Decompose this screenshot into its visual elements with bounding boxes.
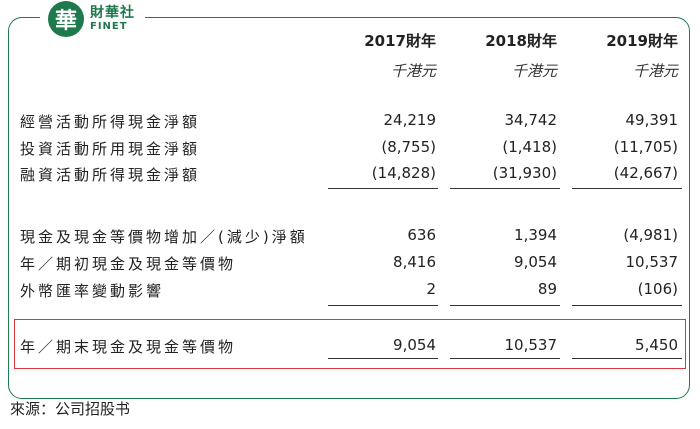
row-value-2017: 9,054: [393, 336, 436, 354]
ending-balance-highlight: [14, 319, 686, 369]
row-value-2017: 24,219: [383, 111, 437, 129]
subtotal-rule-2018: [450, 188, 560, 189]
row-label: 融資活動所得現金淨額: [20, 166, 201, 184]
subtotal-rule-2019: [572, 305, 682, 306]
row-label: 年／期初現金及現金等價物: [20, 255, 237, 273]
subtotal-rule-2017: [328, 188, 438, 189]
table-frame: [8, 17, 690, 399]
subtotal-rule-2017: [328, 305, 438, 306]
row-label: 投資活動所用現金淨額: [20, 140, 201, 158]
row-value-2017: 2: [426, 280, 436, 298]
row-value-2019: (42,667): [613, 164, 678, 182]
row-label: 年／期末現金及現金等價物: [20, 338, 237, 356]
table-row: 投資活動所用現金淨額 (8,755) (1,418) (11,705): [0, 138, 700, 164]
column-header-2018: 2018財年: [485, 32, 557, 50]
row-value-2018: 1,394: [514, 226, 557, 244]
row-label: 現金及現金等價物增加／(減少)淨額: [20, 228, 308, 246]
total-rule-2017: [328, 358, 438, 359]
table-row: 現金及現金等價物增加／(減少)淨額 636 1,394 (4,981): [0, 226, 700, 252]
row-label: 外幣匯率變動影響: [20, 282, 165, 300]
table-row: 年／期初現金及現金等價物 8,416 9,054 10,537: [0, 253, 700, 279]
column-unit-2018: 千港元: [511, 62, 557, 80]
row-value-2017: 8,416: [393, 253, 436, 271]
table-row: 經營活動所得現金淨額 24,219 34,742 49,391: [0, 111, 700, 137]
table-row-ending-balance: 年／期末現金及現金等價物 9,054 10,537 5,450: [0, 336, 700, 362]
row-value-2018: (1,418): [502, 138, 557, 156]
row-value-2019: (106): [637, 280, 678, 298]
row-value-2019: (4,981): [623, 226, 678, 244]
total-rule-2019: [572, 358, 682, 359]
total-rule-2018: [450, 358, 560, 359]
row-value-2018: 89: [537, 280, 557, 298]
finet-logo: 華 財華社 FINET: [40, 1, 145, 37]
source-note: 來源：公司招股书: [10, 400, 131, 418]
column-unit-2019: 千港元: [632, 62, 678, 80]
row-label: 經營活動所得現金淨額: [20, 113, 201, 131]
row-value-2019: 10,537: [625, 253, 679, 271]
row-value-2017: (8,755): [381, 138, 436, 156]
column-header-2019: 2019財年: [606, 32, 678, 50]
column-header-2017: 2017財年: [364, 32, 436, 50]
subtotal-rule-2019: [572, 188, 682, 189]
logo-name-en: FINET: [90, 21, 128, 32]
row-value-2019: 5,450: [635, 336, 678, 354]
logo-text: 財華社 FINET: [90, 6, 135, 32]
table-row: 融資活動所得現金淨額 (14,828) (31,930) (42,667): [0, 164, 700, 190]
logo-mark-icon: 華: [48, 1, 84, 37]
table-row: 外幣匯率變動影響 2 89 (106): [0, 280, 700, 306]
subtotal-rule-2018: [450, 305, 560, 306]
logo-name-cn: 財華社: [90, 5, 135, 21]
row-value-2018: 10,537: [504, 336, 558, 354]
row-value-2018: 34,742: [504, 111, 558, 129]
row-value-2018: (31,930): [492, 164, 557, 182]
row-value-2019: 49,391: [625, 111, 679, 129]
row-value-2017: (14,828): [371, 164, 436, 182]
row-value-2019: (11,705): [613, 138, 678, 156]
row-value-2018: 9,054: [514, 253, 557, 271]
column-unit-2017: 千港元: [390, 62, 436, 80]
row-value-2017: 636: [407, 226, 436, 244]
